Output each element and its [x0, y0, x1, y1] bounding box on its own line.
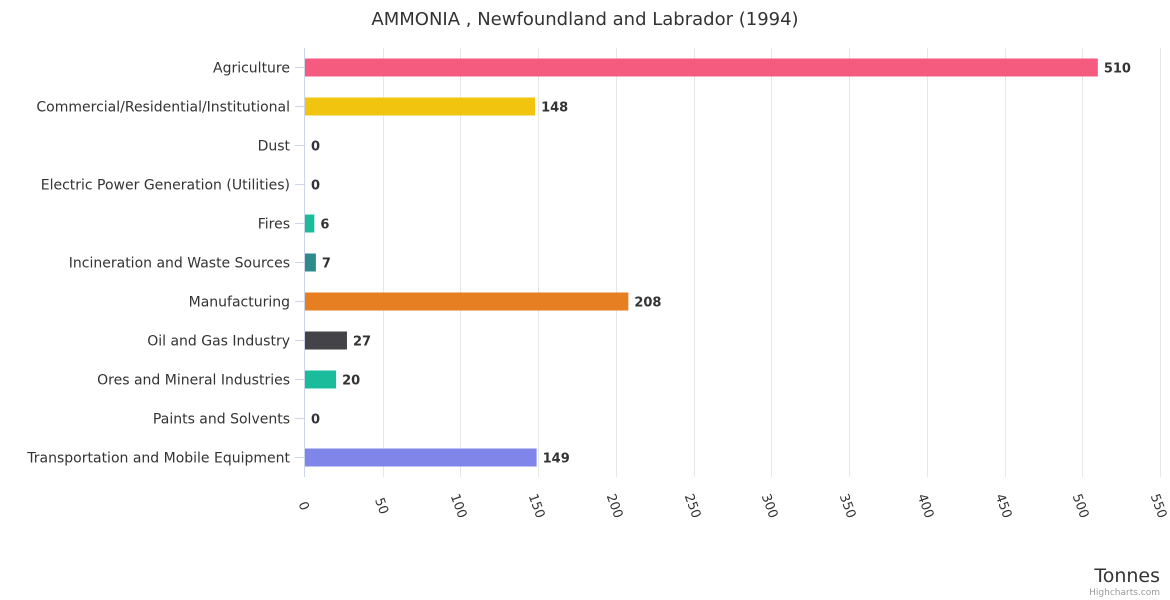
value-tick-label: 450: [992, 492, 1015, 520]
category-label: Fires: [258, 217, 290, 233]
data-label: 149: [543, 452, 570, 467]
value-tick-label: 350: [836, 492, 859, 520]
value-tick-label: 250: [681, 492, 704, 520]
data-labels: 510 148 0 0 6 7 208 27 20 0 149: [311, 62, 1131, 467]
category-label: Commercial/Residential/Institutional: [36, 100, 290, 116]
value-tick-label: 200: [603, 492, 626, 520]
category-label: Oil and Gas Industry: [147, 334, 290, 350]
data-label: 7: [322, 257, 331, 272]
bar[interactable]: [305, 331, 347, 350]
data-label: 27: [353, 335, 371, 350]
value-tick-label: 100: [447, 492, 470, 520]
category-label: Dust: [258, 139, 291, 155]
value-tick-label: 500: [1069, 492, 1092, 520]
value-tick-labels: 0 50 100 150 200 250 300 350 400 450 500 550: [295, 492, 1170, 520]
value-tick-label: 400: [914, 492, 937, 520]
category-label: Incineration and Waste Sources: [69, 256, 290, 272]
gridlines: [383, 48, 1161, 477]
category-label: Electric Power Generation (Utilities): [41, 178, 290, 194]
value-tick-label: 50: [371, 496, 391, 517]
value-tick-label: 150: [525, 492, 548, 520]
value-tick-label: 0: [295, 500, 312, 513]
value-axis-title: Tonnes: [1093, 565, 1160, 587]
bar-series: [305, 58, 1098, 467]
data-label: 6: [320, 218, 329, 233]
category-labels: Agriculture Commercial/Residential/Instit…: [26, 61, 290, 467]
bar[interactable]: [305, 292, 629, 311]
data-label: 0: [311, 140, 320, 155]
bar[interactable]: [305, 214, 315, 233]
data-label: 148: [541, 101, 568, 116]
category-label: Paints and Solvents: [153, 412, 290, 428]
data-label: 0: [311, 413, 320, 428]
category-label: Agriculture: [213, 61, 290, 77]
bar[interactable]: [305, 448, 537, 467]
category-label: Transportation and Mobile Equipment: [26, 451, 290, 467]
value-tick-label: 300: [758, 492, 781, 520]
data-label: 20: [342, 374, 360, 389]
credits-link[interactable]: Highcharts.com: [1089, 588, 1160, 598]
category-label: Manufacturing: [189, 295, 290, 311]
chart-title: AMMONIA , Newfoundland and Labrador (199…: [371, 9, 798, 30]
bar[interactable]: [305, 370, 337, 389]
category-ticks: [295, 67, 305, 458]
data-label: 0: [311, 179, 320, 194]
bar[interactable]: [305, 97, 536, 116]
data-label: 510: [1104, 62, 1131, 77]
data-label: 208: [634, 296, 661, 311]
category-label: Ores and Mineral Industries: [97, 373, 290, 389]
bar[interactable]: [305, 253, 316, 272]
bar[interactable]: [305, 58, 1098, 77]
value-tick-label: 550: [1147, 492, 1170, 520]
